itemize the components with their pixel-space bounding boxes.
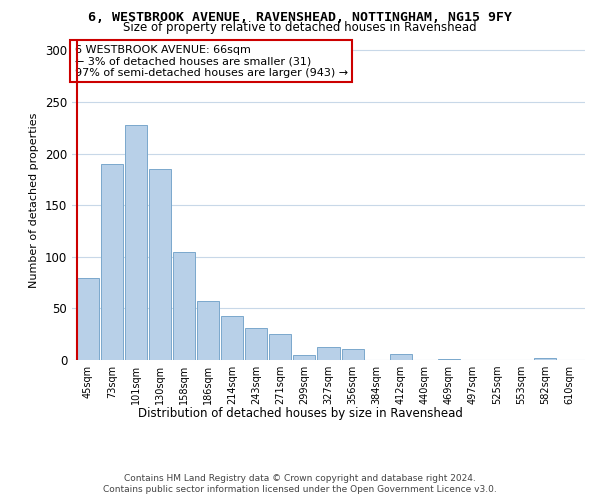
Bar: [173, 252, 195, 360]
Bar: [149, 169, 171, 360]
Bar: [245, 328, 268, 360]
Bar: [269, 334, 292, 360]
Bar: [125, 124, 147, 360]
Text: Distribution of detached houses by size in Ravenshead: Distribution of detached houses by size …: [137, 408, 463, 420]
Bar: [534, 358, 556, 360]
Bar: [221, 316, 243, 360]
Bar: [197, 301, 219, 360]
Bar: [101, 164, 123, 360]
Bar: [293, 355, 316, 360]
Y-axis label: Number of detached properties: Number of detached properties: [29, 112, 40, 288]
Bar: [341, 348, 364, 360]
Bar: [389, 354, 412, 360]
Text: 6, WESTBROOK AVENUE, RAVENSHEAD, NOTTINGHAM, NG15 9FY: 6, WESTBROOK AVENUE, RAVENSHEAD, NOTTING…: [88, 11, 512, 24]
Bar: [317, 346, 340, 360]
Text: 6 WESTBROOK AVENUE: 66sqm
← 3% of detached houses are smaller (31)
97% of semi-d: 6 WESTBROOK AVENUE: 66sqm ← 3% of detach…: [74, 45, 347, 78]
Text: Size of property relative to detached houses in Ravenshead: Size of property relative to detached ho…: [123, 22, 477, 35]
Bar: [438, 359, 460, 360]
Bar: [77, 278, 99, 360]
Text: Contains public sector information licensed under the Open Government Licence v3: Contains public sector information licen…: [103, 485, 497, 494]
Text: Contains HM Land Registry data © Crown copyright and database right 2024.: Contains HM Land Registry data © Crown c…: [124, 474, 476, 483]
